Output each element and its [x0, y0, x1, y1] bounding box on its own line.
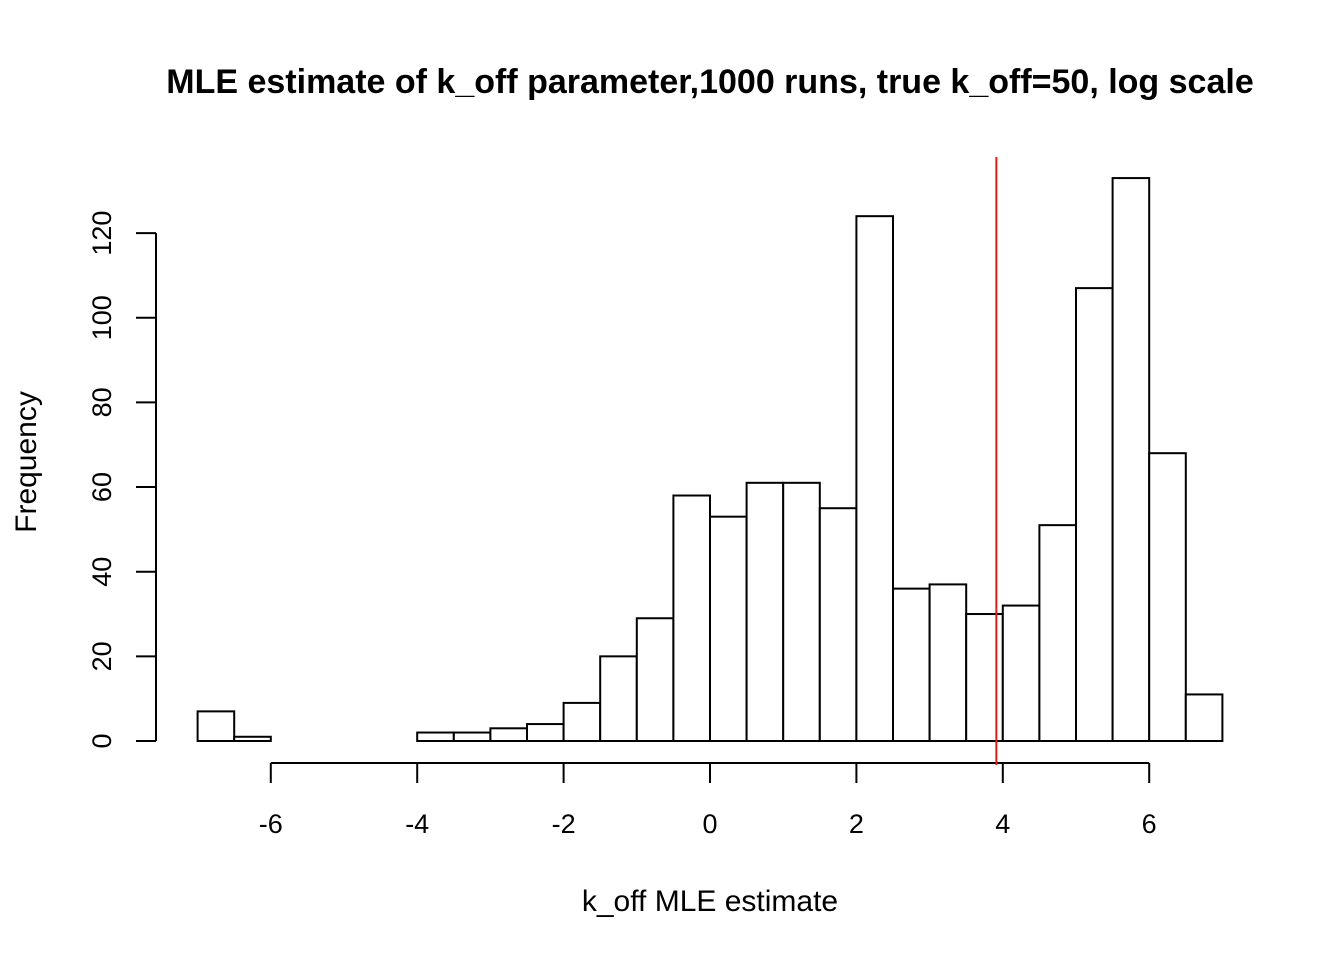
- histogram-bar: [709, 515, 748, 742]
- histogram-bar: [1001, 604, 1041, 742]
- x-axis-label: k_off MLE estimate: [582, 885, 838, 918]
- y-axis-label: Frequency: [10, 391, 43, 533]
- x-tick-label: 6: [1142, 809, 1157, 839]
- x-tick-label: -6: [259, 809, 283, 839]
- histogram-bar: [892, 587, 931, 742]
- histogram-bar: [928, 583, 968, 743]
- histogram-bar: [562, 701, 602, 742]
- histogram-bar: [672, 494, 712, 743]
- histogram-bar: [452, 731, 492, 742]
- y-tick-label: 60: [87, 472, 117, 502]
- x-tick-label: 0: [702, 809, 717, 839]
- x-tick-label: 2: [849, 809, 864, 839]
- histogram-bar: [196, 710, 236, 742]
- histogram-bar: [855, 215, 895, 743]
- y-axis: 0 20 40 60 80 100 120: [87, 211, 157, 749]
- histogram-bar: [1111, 177, 1151, 742]
- x-axis: -6 -4 -2 0 2 4 6: [259, 762, 1157, 839]
- x-tick-label: -4: [405, 809, 429, 839]
- histogram-bar: [745, 481, 785, 742]
- y-tick-label: 100: [87, 295, 117, 340]
- y-tick-label: 20: [87, 641, 117, 671]
- histogram-bar: [818, 507, 858, 742]
- histogram-bar: [526, 723, 565, 743]
- y-tick-label: 120: [87, 211, 117, 256]
- histogram-bar: [599, 655, 638, 742]
- histogram-bar: [489, 727, 528, 742]
- histogram-bar: [782, 481, 821, 742]
- histogram-bar: [1038, 524, 1078, 743]
- x-tick-label: -2: [552, 809, 576, 839]
- histogram-bar: [1148, 452, 1187, 742]
- histogram-bar: [416, 731, 455, 742]
- chart-title: MLE estimate of k_off parameter,1000 run…: [166, 63, 1253, 101]
- y-tick-label: 0: [87, 733, 117, 748]
- histogram-bar: [1075, 287, 1114, 742]
- y-tick-label: 80: [87, 387, 117, 417]
- x-tick-label: 4: [995, 809, 1010, 839]
- histogram-bars: [196, 177, 1224, 743]
- y-tick-label: 40: [87, 557, 117, 587]
- histogram-bar: [233, 735, 272, 743]
- histogram-bar: [635, 617, 675, 743]
- histogram-bar: [1184, 693, 1224, 743]
